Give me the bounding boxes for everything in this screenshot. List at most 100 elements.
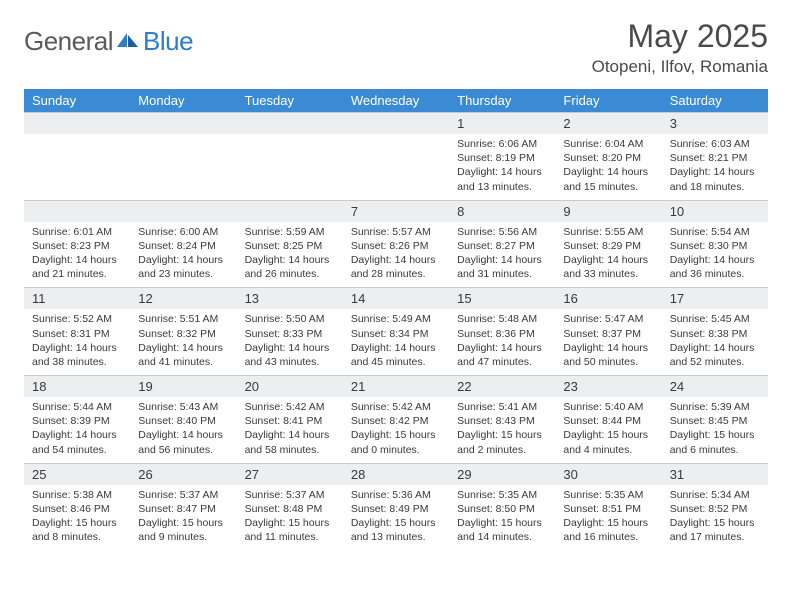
day-number: 26 — [130, 463, 236, 485]
sunrise-text: Sunrise: 5:39 AM — [670, 400, 760, 414]
sunset-text: Sunset: 8:26 PM — [351, 239, 441, 253]
day-details: Sunrise: 5:48 AMSunset: 8:36 PMDaylight:… — [449, 309, 555, 375]
daylight-text: Daylight: 14 hours and 21 minutes. — [32, 253, 122, 281]
day-details: Sunrise: 6:00 AMSunset: 8:24 PMDaylight:… — [130, 222, 236, 288]
day-cell — [343, 112, 449, 200]
daylight-text: Daylight: 15 hours and 2 minutes. — [457, 428, 547, 456]
day-number: 31 — [662, 463, 768, 485]
brand-part1: General — [24, 26, 113, 57]
day-number: 30 — [555, 463, 661, 485]
sunrise-text: Sunrise: 5:41 AM — [457, 400, 547, 414]
sunset-text: Sunset: 8:34 PM — [351, 327, 441, 341]
sunset-text: Sunset: 8:37 PM — [563, 327, 653, 341]
day-details: Sunrise: 5:35 AMSunset: 8:50 PMDaylight:… — [449, 485, 555, 551]
daylight-text: Daylight: 14 hours and 31 minutes. — [457, 253, 547, 281]
day-details: Sunrise: 5:51 AMSunset: 8:32 PMDaylight:… — [130, 309, 236, 375]
daylight-text: Daylight: 15 hours and 8 minutes. — [32, 516, 122, 544]
daylight-text: Daylight: 14 hours and 58 minutes. — [245, 428, 335, 456]
day-number: 1 — [449, 112, 555, 134]
sunset-text: Sunset: 8:46 PM — [32, 502, 122, 516]
day-number — [237, 112, 343, 134]
day-number: 22 — [449, 375, 555, 397]
day-details: Sunrise: 5:57 AMSunset: 8:26 PMDaylight:… — [343, 222, 449, 288]
day-number: 9 — [555, 200, 661, 222]
sunset-text: Sunset: 8:19 PM — [457, 151, 547, 165]
day-number: 18 — [24, 375, 130, 397]
day-details: Sunrise: 5:39 AMSunset: 8:45 PMDaylight:… — [662, 397, 768, 463]
daylight-text: Daylight: 14 hours and 23 minutes. — [138, 253, 228, 281]
sunset-text: Sunset: 8:33 PM — [245, 327, 335, 341]
day-cell: 24Sunrise: 5:39 AMSunset: 8:45 PMDayligh… — [662, 375, 768, 463]
day-number — [130, 112, 236, 134]
daylight-text: Daylight: 14 hours and 13 minutes. — [457, 165, 547, 193]
day-cell: 12Sunrise: 5:51 AMSunset: 8:32 PMDayligh… — [130, 287, 236, 375]
day-cell: 14Sunrise: 5:49 AMSunset: 8:34 PMDayligh… — [343, 287, 449, 375]
daylight-text: Daylight: 14 hours and 33 minutes. — [563, 253, 653, 281]
sunrise-text: Sunrise: 5:54 AM — [670, 225, 760, 239]
day-details: Sunrise: 5:56 AMSunset: 8:27 PMDaylight:… — [449, 222, 555, 288]
sunrise-text: Sunrise: 5:34 AM — [670, 488, 760, 502]
sunset-text: Sunset: 8:29 PM — [563, 239, 653, 253]
sunrise-text: Sunrise: 5:52 AM — [32, 312, 122, 326]
daylight-text: Daylight: 15 hours and 16 minutes. — [563, 516, 653, 544]
sunrise-text: Sunrise: 5:42 AM — [351, 400, 441, 414]
day-cell: 10Sunrise: 5:54 AMSunset: 8:30 PMDayligh… — [662, 200, 768, 288]
daylight-text: Daylight: 15 hours and 6 minutes. — [670, 428, 760, 456]
day-cell — [237, 112, 343, 200]
sunrise-text: Sunrise: 5:50 AM — [245, 312, 335, 326]
day-cell: 19Sunrise: 5:43 AMSunset: 8:40 PMDayligh… — [130, 375, 236, 463]
day-details: Sunrise: 6:01 AMSunset: 8:23 PMDaylight:… — [24, 222, 130, 288]
daylight-text: Daylight: 14 hours and 52 minutes. — [670, 341, 760, 369]
day-cell: 8Sunrise: 5:56 AMSunset: 8:27 PMDaylight… — [449, 200, 555, 288]
sunset-text: Sunset: 8:24 PM — [138, 239, 228, 253]
day-cell: 31Sunrise: 5:34 AMSunset: 8:52 PMDayligh… — [662, 463, 768, 551]
day-cell: 16Sunrise: 5:47 AMSunset: 8:37 PMDayligh… — [555, 287, 661, 375]
sunrise-text: Sunrise: 5:55 AM — [563, 225, 653, 239]
calendar-grid: Sunday Monday Tuesday Wednesday Thursday… — [24, 89, 768, 550]
day-details: Sunrise: 6:03 AMSunset: 8:21 PMDaylight:… — [662, 134, 768, 200]
daylight-text: Daylight: 15 hours and 4 minutes. — [563, 428, 653, 456]
sunset-text: Sunset: 8:30 PM — [670, 239, 760, 253]
sunset-text: Sunset: 8:48 PM — [245, 502, 335, 516]
sunrise-text: Sunrise: 5:35 AM — [457, 488, 547, 502]
sunrise-text: Sunrise: 5:49 AM — [351, 312, 441, 326]
daylight-text: Daylight: 14 hours and 18 minutes. — [670, 165, 760, 193]
day-number — [24, 112, 130, 134]
day-number: 11 — [24, 287, 130, 309]
day-number: 21 — [343, 375, 449, 397]
week-row: 11 Sunrise: 5:52 AMSunset: 8:31 PM Dayligh… — [24, 287, 768, 375]
day-number: 2 — [555, 112, 661, 134]
day-cell: 5Sunrise: 6:00 AMSunset: 8:24 PMDaylight… — [130, 200, 236, 288]
sunset-text: Sunset: 8:44 PM — [563, 414, 653, 428]
weekday-header: Tuesday — [237, 89, 343, 112]
sunrise-text: Sunrise: 5:36 AM — [351, 488, 441, 502]
sunrise-text: Sunrise: 6:04 AM — [563, 137, 653, 151]
day-number: 14 — [343, 287, 449, 309]
day-details: Sunrise: 6:04 AMSunset: 8:20 PMDaylight:… — [555, 134, 661, 200]
month-title: May 2025 — [592, 18, 768, 55]
sunrise-text: Sunrise: 5:57 AM — [351, 225, 441, 239]
sunrise-text: Sunrise: 5:37 AM — [245, 488, 335, 502]
day-number: 17 — [662, 287, 768, 309]
day-cell: 6Sunrise: 5:59 AMSunset: 8:25 PMDaylight… — [237, 200, 343, 288]
day-cell: 25Sunrise: 5:38 AMSunset: 8:46 PMDayligh… — [24, 463, 130, 551]
brand-part2: Blue — [143, 26, 193, 57]
sunset-text: Sunset: 8:42 PM — [351, 414, 441, 428]
day-details: Sunrise: 5:49 AMSunset: 8:34 PMDaylight:… — [343, 309, 449, 375]
daylight-text: Daylight: 14 hours and 45 minutes. — [351, 341, 441, 369]
daylight-text: Daylight: 14 hours and 43 minutes. — [245, 341, 335, 369]
day-details: Sunrise: 5:47 AMSunset: 8:37 PMDaylight:… — [555, 309, 661, 375]
sunset-text: Sunset: 8:45 PM — [670, 414, 760, 428]
day-details: Sunrise: 5:40 AMSunset: 8:44 PMDaylight:… — [555, 397, 661, 463]
sunset-text: Sunset: 8:41 PM — [245, 414, 335, 428]
day-details: Sunrise: 6:06 AMSunset: 8:19 PMDaylight:… — [449, 134, 555, 200]
daylight-text: Daylight: 14 hours and 47 minutes. — [457, 341, 547, 369]
sunrise-text: Sunrise: 5:59 AM — [245, 225, 335, 239]
day-number: 7 — [343, 200, 449, 222]
day-details: Sunrise: 5:42 AMSunset: 8:42 PMDaylight:… — [343, 397, 449, 463]
week-row: 1Sunrise: 6:06 AMSunset: 8:19 PMDaylight… — [24, 112, 768, 200]
day-cell: 1Sunrise: 6:06 AMSunset: 8:19 PMDaylight… — [449, 112, 555, 200]
sunset-text: Sunset: 8:31 PM — [32, 327, 122, 341]
day-number — [343, 112, 449, 134]
day-cell: 4Sunrise: 6:01 AMSunset: 8:23 PMDaylight… — [24, 200, 130, 288]
